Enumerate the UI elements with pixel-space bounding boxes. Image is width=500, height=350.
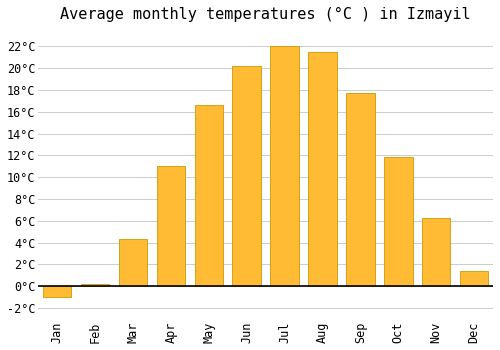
Bar	[194, 105, 223, 286]
Bar	[422, 218, 450, 286]
Bar	[308, 52, 336, 286]
Bar	[81, 284, 110, 286]
Bar	[384, 156, 412, 286]
Bar	[460, 271, 488, 286]
Bar	[346, 93, 374, 286]
Bar	[156, 166, 185, 286]
Bar	[43, 286, 72, 297]
Bar	[270, 47, 299, 286]
Bar	[119, 239, 147, 286]
Title: Average monthly temperatures (°C ) in Izmayil: Average monthly temperatures (°C ) in Iz…	[60, 7, 471, 22]
Bar	[232, 66, 261, 286]
